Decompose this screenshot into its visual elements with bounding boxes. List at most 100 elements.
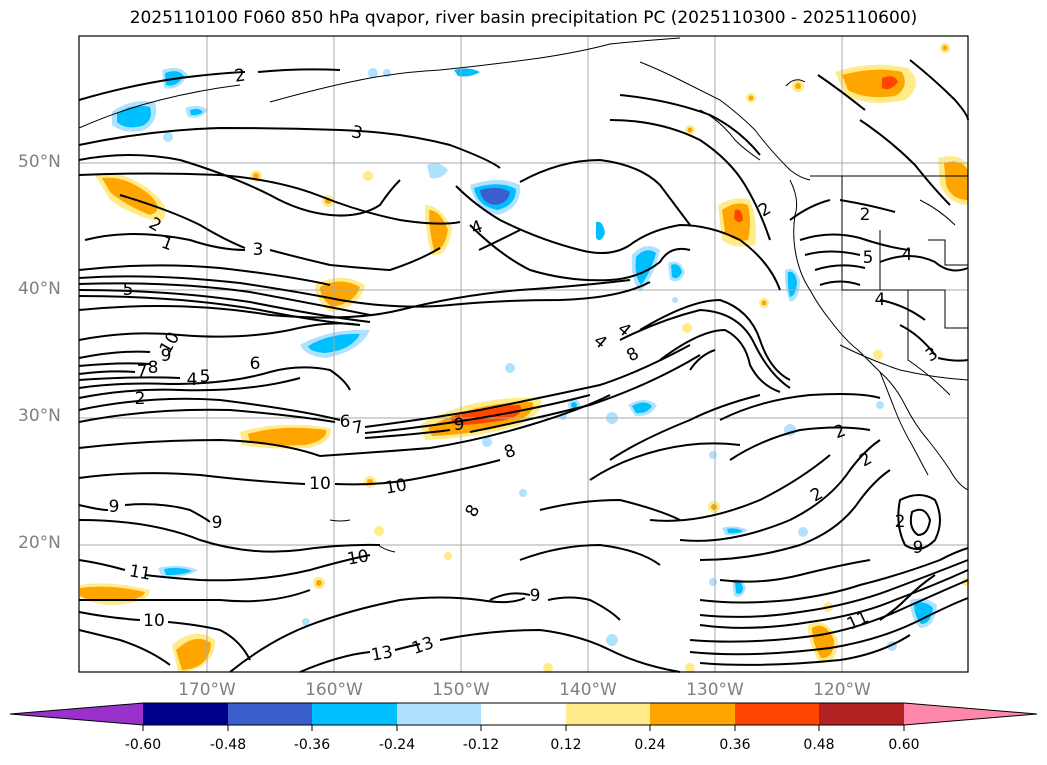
contour-label: 10 — [346, 546, 371, 569]
contour-label: 10 — [384, 475, 409, 498]
colorbar-tick-label: 0.48 — [803, 737, 835, 753]
figure-title: 2025110100 F060 850 hPa qvapor, river ba… — [129, 8, 918, 28]
latitude-label: 50°N — [18, 152, 61, 172]
latitude-label: 40°N — [18, 279, 61, 299]
positive-anomaly-patch — [938, 156, 968, 205]
contour-label: 2 — [807, 484, 826, 507]
negative-anomaly-patch — [631, 246, 660, 292]
contour-label: 7 — [351, 417, 365, 439]
longitude-label: 170°W — [178, 680, 236, 700]
negative-anomaly-patch — [112, 101, 157, 132]
negative-anomaly-patch — [722, 526, 748, 536]
colorbar-segment — [228, 703, 312, 725]
longitude-label: 140°W — [559, 680, 617, 700]
positive-anomaly-patch — [315, 277, 365, 312]
contour-label: 4 — [468, 217, 485, 239]
colorbar-tick-label: -0.36 — [293, 737, 331, 753]
longitude-label: 160°W — [305, 680, 363, 700]
contour-label: 3 — [350, 122, 365, 144]
colorbar-segment — [650, 703, 735, 725]
contour-label: 5 — [863, 248, 874, 268]
negative-anomaly-patch — [732, 579, 746, 597]
negative-anomaly-patch — [300, 329, 370, 358]
contour-label: 3 — [922, 344, 941, 367]
colorbar-tick-label: -0.24 — [378, 737, 416, 753]
contour-label: 9 — [530, 586, 541, 606]
colorbar-tick-label: -0.12 — [462, 737, 500, 753]
positive-anomaly-patch — [172, 633, 215, 672]
colorbar-tick-label: 0.12 — [550, 737, 582, 753]
contour-label: 9 — [212, 513, 223, 533]
longitude-label: 150°W — [432, 680, 490, 700]
positive-anomaly-patch — [808, 622, 838, 664]
positive-anomaly-patch — [80, 583, 150, 605]
contour-label: 11 — [128, 561, 153, 584]
coastline-layer — [78, 37, 969, 553]
contour-label: 10 — [309, 474, 331, 494]
contour-label: 9 — [454, 415, 465, 435]
contour-label: 9 — [161, 346, 172, 366]
positive-anomaly-patch — [425, 205, 452, 256]
contour-label: 7 — [137, 362, 148, 382]
contour-label: 13 — [409, 633, 436, 659]
contour-label: 6 — [340, 412, 351, 432]
longitude-label: 130°W — [686, 680, 744, 700]
negative-anomaly-patch — [158, 565, 198, 578]
contour-label: 2 — [860, 205, 871, 225]
contour-label: 13 — [370, 642, 395, 665]
contour-label: 2 — [895, 512, 906, 532]
contour-label: 2 — [233, 65, 247, 86]
colorbar-segment — [481, 703, 566, 725]
colorbar-tick-label: 0.60 — [888, 737, 920, 753]
colorbar-segment — [566, 703, 650, 725]
negative-anomaly-patch — [628, 400, 657, 417]
colorbar-segment — [312, 703, 397, 725]
contour-label: 2 — [856, 449, 875, 472]
contour-label: 2 — [135, 389, 146, 409]
latitude-label: 20°N — [18, 533, 61, 553]
colorbar-extension-right — [904, 703, 1037, 725]
contour-label: 5 — [200, 367, 211, 387]
longitude-label: 120°W — [813, 680, 871, 700]
graticule — [79, 36, 968, 672]
contour-label: 4 — [875, 290, 886, 310]
positive-anomaly-patch — [240, 424, 331, 449]
contour-label-layer: 2 3 2 1 3 4 5 10 9 8 7 6 5 4 2 6 7 9 8 4… — [109, 65, 942, 665]
contour-label: 2 — [755, 199, 774, 222]
precipitation-pc-fill-layer — [80, 43, 970, 673]
contour-label: 2 — [831, 421, 848, 443]
contour-label: 8 — [623, 344, 642, 367]
colorbar-segment — [397, 703, 481, 725]
negative-anomaly-patch — [784, 268, 800, 302]
colorbar-segment — [735, 703, 819, 725]
contour-label: 8 — [462, 501, 485, 520]
colorbar-extension-left — [10, 703, 143, 725]
negative-anomaly-patch — [470, 180, 521, 215]
contour-label: 10 — [143, 611, 165, 631]
positive-anomaly-patch — [835, 64, 916, 104]
contour-label: 8 — [501, 441, 518, 463]
contour-label: 5 — [123, 280, 134, 300]
colorbar-segment — [819, 703, 904, 725]
colorbar-tick-label: -0.60 — [124, 737, 162, 753]
colorbar-tick-label: -0.48 — [209, 737, 247, 753]
negative-anomaly-patch — [185, 105, 208, 118]
colorbar-segment — [143, 703, 228, 725]
colorbar-tick-label: 0.36 — [719, 737, 751, 753]
contour-label: 4 — [187, 370, 198, 390]
negative-anomaly-patch — [427, 68, 605, 241]
contour-label: 4 — [589, 331, 610, 353]
colorbar-tick-label: 0.24 — [634, 737, 666, 753]
contour-label: 6 — [250, 354, 261, 374]
map-frame — [78, 35, 969, 673]
negative-anomaly-patch — [668, 261, 685, 282]
contour-label: 8 — [148, 358, 159, 378]
contour-label: 4 — [613, 319, 634, 341]
qvapor-contour-layer — [78, 59, 969, 673]
contour-label: 4 — [902, 245, 913, 265]
latitude-label: 30°N — [18, 406, 61, 426]
colorbar — [9, 702, 1038, 731]
contour-label: 11 — [844, 607, 872, 634]
contour-label: 9 — [109, 497, 120, 517]
